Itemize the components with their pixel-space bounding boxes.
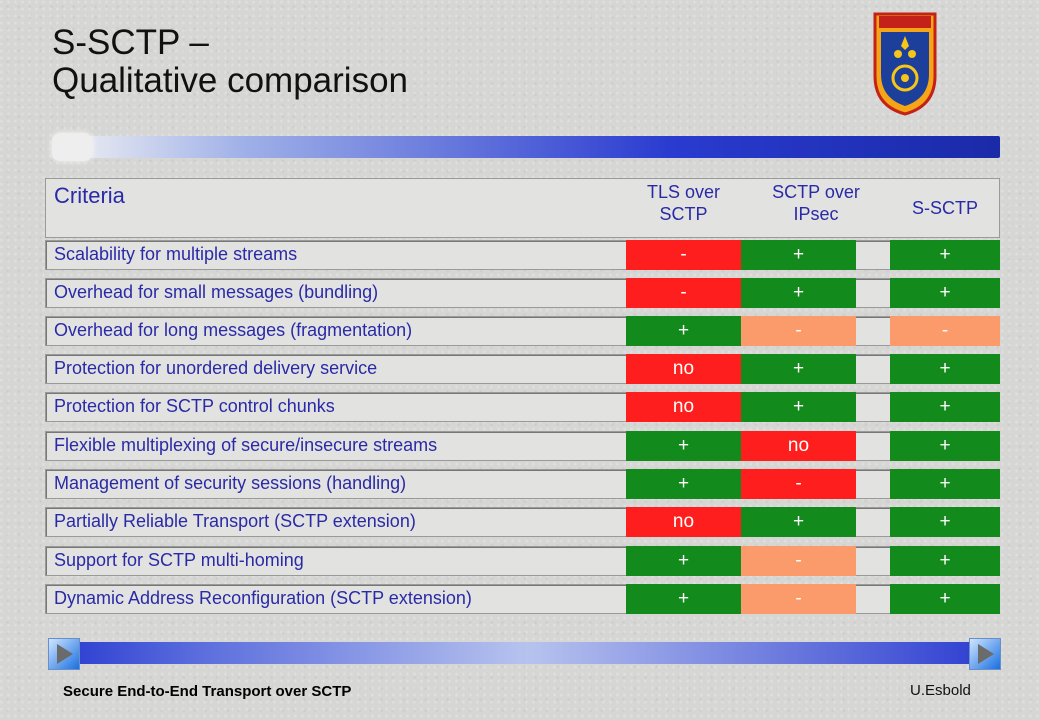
tls-over-sctp-cell: + xyxy=(626,546,741,576)
s-sctp-cell: - xyxy=(890,316,1000,346)
university-logo xyxy=(873,12,937,116)
table-row: Overhead for small messages (bundling) - +… xyxy=(45,278,1000,308)
tls-over-sctp-cell: - xyxy=(626,240,741,270)
criterion-label: Dynamic Address Reconfiguration (SCTP ex… xyxy=(54,588,472,608)
s-sctp-cell: + xyxy=(890,278,1000,308)
title-line-1: S-SCTP – xyxy=(52,23,209,62)
sctp-over-ipsec-cell: - xyxy=(741,584,856,614)
criterion-label: Overhead for long messages (fragmentatio… xyxy=(54,320,413,340)
criterion-label: Scalability for multiple streams xyxy=(54,244,298,264)
table-row: Scalability for multiple streams - + + xyxy=(45,240,1000,270)
s-sctp-cell: + xyxy=(890,392,1000,422)
footer-author: U.Esbold xyxy=(910,682,971,699)
s-sctp-cell: + xyxy=(890,469,1000,499)
ipsec-header-line-2: IPsec xyxy=(793,204,839,224)
criteria-header: Criteria xyxy=(54,183,125,208)
s-sctp-header: S-SCTP xyxy=(911,198,978,218)
tls-over-sctp-cell: + xyxy=(626,316,741,346)
criterion-label: Overhead for small messages (bundling) xyxy=(54,282,379,302)
s-sctp-cell: + xyxy=(890,584,1000,614)
table-row: Management of security sessions (handlin… xyxy=(45,469,1000,499)
criterion-label: Flexible multiplexing of secure/insecure… xyxy=(54,435,438,455)
tls-header-line-2: SCTP xyxy=(659,204,708,224)
tls-header-line-1: TLS over xyxy=(646,182,721,202)
criterion-label: Protection for SCTP control chunks xyxy=(54,396,335,416)
sctp-over-ipsec-cell: - xyxy=(741,469,856,499)
tls-over-sctp-cell: + xyxy=(626,431,741,461)
table-row: Protection for SCTP control chunks no + + xyxy=(45,392,1000,422)
title-line-2: Qualitative comparison xyxy=(52,61,408,100)
tls-over-sctp-cell: no xyxy=(626,392,741,422)
sctp-over-ipsec-cell: + xyxy=(741,278,856,308)
sctp-over-ipsec-cell: + xyxy=(741,507,856,537)
ipsec-header-line-1: SCTP over xyxy=(772,182,860,202)
header-background xyxy=(45,178,1000,238)
tls-over-sctp-cell: no xyxy=(626,354,741,384)
bottom-decorative-bar xyxy=(56,642,1000,664)
criterion-label: Partially Reliable Transport (SCTP exten… xyxy=(54,511,416,531)
s-sctp-cell: + xyxy=(890,546,1000,576)
tls-over-sctp-cell: + xyxy=(626,584,741,614)
table-row: Protection for unordered delivery servic… xyxy=(45,354,1000,384)
sctp-over-ipsec-cell: + xyxy=(741,240,856,270)
criterion-label: Protection for unordered delivery servic… xyxy=(54,358,378,378)
tls-over-sctp-header: TLS over SCTP xyxy=(626,181,741,225)
sctp-over-ipsec-cell: - xyxy=(741,546,856,576)
criterion-label: Management of security sessions (handlin… xyxy=(54,473,407,493)
table-row: Overhead for long messages (fragmentatio… xyxy=(45,316,1000,346)
s-sctp-cell: + xyxy=(890,507,1000,537)
tls-over-sctp-cell: no xyxy=(626,507,741,537)
sctp-over-ipsec-cell: + xyxy=(741,354,856,384)
s-sctp-cell: + xyxy=(890,240,1000,270)
tls-over-sctp-cell: - xyxy=(626,278,741,308)
tls-over-sctp-cell: + xyxy=(626,469,741,499)
table-row: Partially Reliable Transport (SCTP exten… xyxy=(45,507,1000,537)
sctp-over-ipsec-cell: no xyxy=(741,431,856,461)
sctp-over-ipsec-header: SCTP over IPsec xyxy=(741,181,891,225)
table-row: Dynamic Address Reconfiguration (SCTP ex… xyxy=(45,584,1000,614)
s-sctp-cell: + xyxy=(890,354,1000,384)
top-decorative-bar xyxy=(52,133,1000,161)
table-header: Criteria TLS over SCTP SCTP over IPsec S… xyxy=(45,178,1000,238)
table-row: Support for SCTP multi-homing + - + xyxy=(45,546,1000,576)
slide-title: S-SCTP – Qualitative comparison xyxy=(52,24,408,100)
sctp-over-ipsec-cell: + xyxy=(741,392,856,422)
sctp-over-ipsec-cell: - xyxy=(741,316,856,346)
prev-arrow-icon[interactable] xyxy=(48,638,80,670)
table-row: Flexible multiplexing of secure/insecure… xyxy=(45,431,1000,461)
next-arrow-icon[interactable] xyxy=(969,638,1001,670)
footer-title: Secure End-to-End Transport over SCTP xyxy=(63,683,352,700)
s-sctp-cell: + xyxy=(890,431,1000,461)
criterion-label: Support for SCTP multi-homing xyxy=(54,550,304,570)
